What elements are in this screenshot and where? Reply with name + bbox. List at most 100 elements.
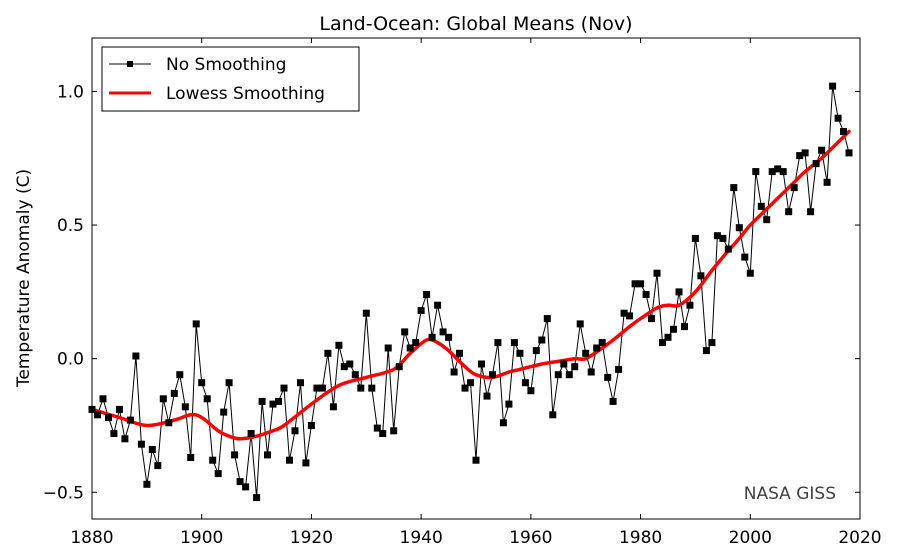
- data-point-marker: [505, 400, 513, 408]
- data-point-marker: [604, 373, 612, 381]
- data-point-marker: [681, 323, 688, 331]
- data-point-marker: [105, 414, 112, 421]
- data-point-marker: [801, 149, 809, 157]
- data-point-marker: [275, 397, 282, 405]
- data-point-marker: [291, 427, 299, 435]
- data-point-marker: [659, 339, 666, 347]
- data-point-marker: [752, 168, 760, 176]
- data-point-marker: [560, 360, 568, 368]
- data-point-marker: [242, 483, 250, 491]
- data-point-marker: [620, 309, 628, 317]
- data-point-marker: [264, 451, 271, 459]
- data-point-marker: [571, 363, 579, 371]
- data-point-marker: [324, 349, 332, 357]
- data-point-marker: [225, 379, 233, 387]
- y-axis-label: Temperature Anomaly (C): [14, 169, 34, 388]
- data-point-marker: [181, 403, 189, 411]
- chart-title: Land-Ocean: Global Means (Nov): [319, 13, 632, 35]
- data-point-marker: [450, 368, 458, 376]
- data-point-marker: [346, 360, 354, 368]
- data-point-marker: [467, 379, 474, 387]
- data-point-marker: [598, 339, 606, 347]
- data-point-marker: [231, 451, 239, 459]
- data-point-marker: [763, 216, 771, 224]
- data-point-marker: [521, 379, 529, 387]
- data-point-marker: [401, 328, 409, 336]
- data-point-marker: [746, 269, 754, 277]
- plot-frame: [91, 37, 861, 520]
- y-tick-label: 0.0: [57, 350, 84, 370]
- data-point-marker: [823, 178, 831, 186]
- data-point-marker: [236, 478, 244, 486]
- data-point-marker: [214, 470, 222, 478]
- legend-lowess-smoothing-label: Lowess Smoothing: [166, 84, 325, 104]
- data-point-marker: [494, 339, 502, 347]
- x-tick-label: 1980: [619, 528, 662, 548]
- data-point-marker: [148, 446, 156, 453]
- data-point-marker: [812, 160, 820, 168]
- data-point-marker: [362, 309, 370, 317]
- series-no-smoothing-line: [91, 86, 850, 498]
- data-point-marker: [417, 307, 425, 315]
- data-point-marker: [351, 371, 359, 379]
- data-point-marker: [587, 368, 595, 376]
- y-axis: −0.5 0.0 0.5 1.0: [43, 82, 860, 503]
- data-point-marker: [203, 395, 211, 403]
- data-point-marker: [297, 379, 304, 387]
- data-point-marker: [406, 344, 414, 352]
- data-point-marker: [307, 422, 315, 429]
- data-point-marker: [741, 253, 749, 261]
- data-point-marker: [834, 114, 842, 122]
- data-point-marker: [192, 320, 200, 328]
- legend-no-smoothing-label: No Smoothing: [166, 55, 286, 75]
- x-tick-label: 1880: [70, 528, 113, 548]
- data-point-marker: [159, 395, 167, 403]
- data-point-marker: [110, 430, 118, 437]
- data-point-marker: [532, 347, 540, 355]
- data-point-marker: [384, 344, 392, 352]
- data-point-marker: [796, 152, 804, 160]
- data-point-marker: [702, 347, 710, 355]
- data-point-marker: [280, 384, 288, 392]
- data-point-marker: [247, 430, 255, 437]
- data-point-marker: [176, 371, 184, 379]
- data-point-marker: [670, 325, 677, 333]
- nasa-giss-annotation: NASA GISS: [744, 484, 836, 504]
- data-point-marker: [357, 384, 365, 392]
- data-point-marker: [94, 411, 101, 419]
- data-point-marker: [593, 344, 601, 352]
- data-point-marker: [329, 403, 337, 411]
- data-point-marker: [99, 395, 107, 403]
- data-point-marker: [313, 384, 321, 392]
- data-point-marker: [461, 384, 469, 392]
- data-point-marker: [269, 400, 277, 408]
- data-point-marker: [302, 459, 310, 467]
- legend-no-smoothing-marker: [127, 61, 133, 67]
- data-point-marker: [785, 208, 793, 216]
- data-point-marker: [423, 291, 431, 298]
- data-point-marker: [434, 301, 442, 309]
- data-point-marker: [735, 224, 743, 232]
- y-tick-label: 1.0: [57, 82, 84, 102]
- data-point-marker: [368, 384, 376, 392]
- data-point-marker: [576, 320, 584, 328]
- data-point-marker: [675, 288, 683, 296]
- data-point-marker: [818, 146, 826, 154]
- data-point-marker: [779, 168, 787, 176]
- data-point-marker: [768, 168, 776, 176]
- data-point-marker: [209, 456, 217, 464]
- data-point-marker: [220, 408, 228, 416]
- data-point-marker: [609, 397, 617, 405]
- series-lowess-smoothing-line: [90, 129, 851, 441]
- data-point-marker: [516, 349, 524, 357]
- plot-area: [88, 82, 853, 502]
- x-tick-label: 1940: [400, 528, 443, 548]
- data-point-marker: [648, 315, 655, 323]
- data-point-marker: [489, 371, 496, 379]
- data-point-marker: [187, 454, 195, 461]
- data-point-marker: [582, 349, 590, 357]
- data-point-marker: [510, 339, 518, 347]
- legend: No Smoothing Lowess Smoothing: [101, 46, 360, 112]
- x-axis: 1880 1900 1920 1940 1960 1980 2000 2020: [70, 38, 882, 548]
